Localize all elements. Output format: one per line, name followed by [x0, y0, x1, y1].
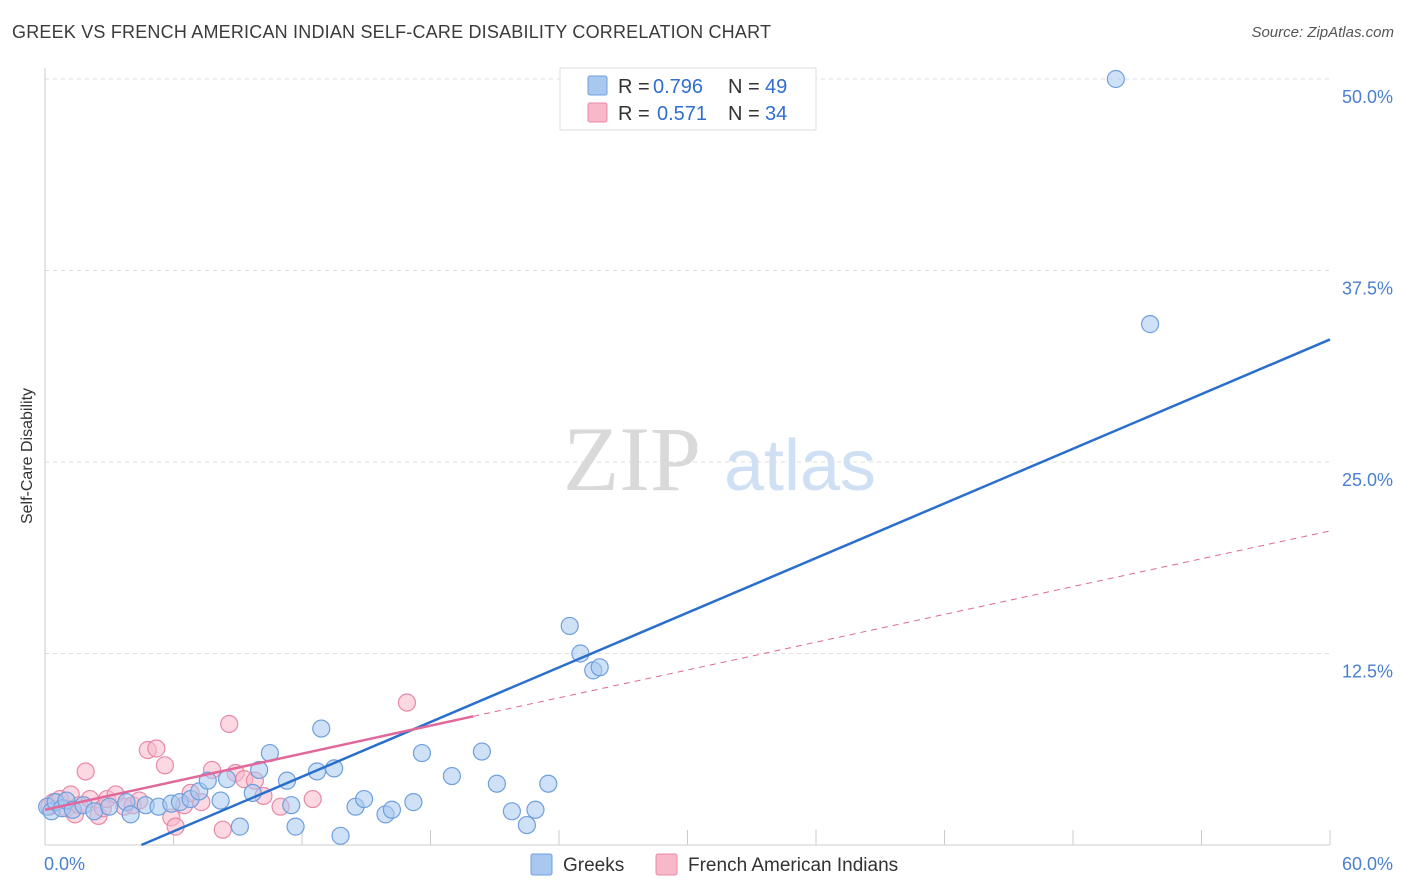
point-greeks-28 [312, 719, 331, 738]
point-greeks-35 [404, 793, 423, 812]
bottom-legend-label-greeks: Greeks [563, 855, 624, 876]
point-french-33 [397, 693, 417, 712]
point-greeks-43 [539, 774, 558, 793]
point-greeks-42 [526, 800, 545, 819]
point-greeks-18 [211, 791, 230, 810]
axes [44, 68, 1331, 846]
point-greeks-30 [331, 826, 350, 845]
legend-r-value-french: 0.571 [657, 103, 707, 125]
trend-line-french [44, 715, 474, 811]
point-french-32 [303, 789, 322, 809]
point-greeks-40 [502, 802, 521, 821]
legend-n-value-french: 34 [765, 103, 787, 125]
bottom-legend: Greeks French American Indians [530, 853, 898, 876]
legend-n-value-greeks: 49 [765, 76, 787, 98]
y-tick-label-0: 12.5% [1342, 662, 1393, 682]
watermark-zip: ZIP [563, 408, 701, 510]
trend-line-french-extension [473, 530, 1331, 717]
point-greeks-39 [487, 774, 506, 793]
point-greeks-36 [412, 743, 432, 763]
point-greeks-37 [442, 766, 462, 786]
data-points [38, 69, 1160, 845]
point-greeks-20 [230, 817, 249, 836]
bottom-legend-swatch-greeks [530, 853, 553, 876]
point-greeks-10 [121, 805, 140, 824]
y-tick-label-2: 37.5% [1342, 279, 1393, 299]
point-french-7 [76, 762, 95, 781]
y-tick-label-1: 25.0% [1342, 470, 1393, 490]
chart-source: Source: ZipAtlas.com [1251, 24, 1394, 41]
legend-r-label-french: R = [618, 103, 650, 125]
point-greeks-44 [560, 616, 579, 636]
point-french-18 [155, 756, 175, 775]
point-greeks-26 [286, 817, 305, 836]
point-greeks-38 [472, 742, 491, 761]
x-tick-label-0: 0.0% [44, 854, 85, 874]
legend-box: R = 0.796 N = 49 R = 0.571 N = 34 [559, 67, 817, 131]
tick-labels: 12.5% 25.0% 37.5% 50.0% 0.0% 60.0% [44, 87, 1393, 874]
point-french-26 [220, 714, 239, 734]
point-greeks-22 [250, 760, 269, 780]
legend-r-value-greeks: 0.796 [653, 76, 703, 98]
point-french-25 [213, 820, 232, 839]
legend-swatch-greeks [587, 75, 608, 96]
point-greeks-32 [355, 789, 374, 809]
legend-n-label-french: N = [728, 103, 760, 125]
point-greeks-41 [517, 815, 536, 835]
point-greeks-7 [85, 802, 104, 821]
legend-swatch-french [587, 102, 608, 123]
y-tick-label-3: 50.0% [1342, 87, 1393, 107]
x-tick-label-1: 60.0% [1342, 854, 1393, 874]
bottom-legend-swatch-french [655, 853, 678, 876]
point-french-17 [147, 739, 166, 758]
legend-r-label-greeks: R = [618, 76, 650, 98]
trend-line-greeks [140, 338, 1331, 847]
point-greeks-25 [282, 796, 301, 815]
point-greeks-47 [590, 658, 609, 677]
trend-lines [44, 338, 1331, 847]
point-greeks-19 [217, 770, 237, 789]
watermark-atlas: atlas [724, 426, 876, 506]
point-greeks-8 [100, 797, 119, 816]
chart-title: GREEK VS FRENCH AMERICAN INDIAN SELF-CAR… [12, 22, 772, 42]
point-greeks-49 [1140, 315, 1160, 334]
point-greeks-34 [382, 800, 402, 819]
grid-lines [45, 78, 1330, 654]
legend-n-label-greeks: N = [728, 76, 760, 98]
bottom-legend-label-french: French American Indians [688, 855, 898, 876]
point-greeks-48 [1106, 69, 1125, 89]
